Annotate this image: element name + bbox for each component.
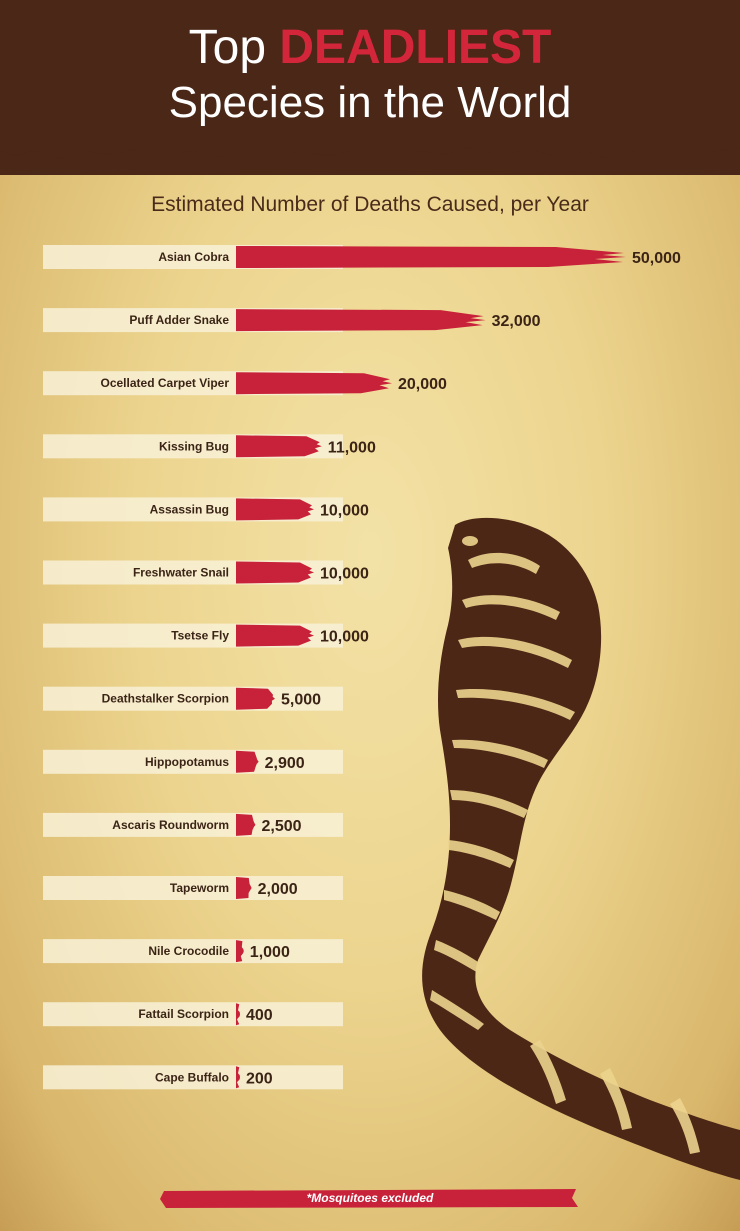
category-label: Tapeworm	[170, 881, 229, 895]
category-label: Nile Crocodile	[148, 944, 229, 958]
category-label-bg	[43, 749, 343, 774]
bar	[236, 435, 322, 458]
category-label-bg	[43, 1002, 343, 1027]
category-label-bg	[43, 1065, 343, 1090]
value-label: 50,000	[632, 250, 681, 267]
bar	[236, 309, 486, 332]
value-label: 10,000	[320, 502, 369, 519]
bar	[236, 246, 626, 268]
bar	[236, 750, 259, 773]
value-label: 2,500	[262, 818, 302, 835]
category-label: Freshwater Snail	[133, 566, 229, 580]
category-label: Hippopotamus	[145, 755, 229, 769]
category-label: Kissing Bug	[159, 439, 229, 453]
value-label: 2,900	[265, 755, 305, 772]
torn-paper-edge	[0, 125, 740, 159]
category-label-bg	[43, 939, 343, 964]
category-label: Cape Buffalo	[155, 1070, 229, 1084]
value-label: 20,000	[398, 376, 447, 393]
category-label: Assassin Bug	[150, 502, 229, 516]
value-label: 5,000	[281, 692, 321, 709]
bar	[236, 498, 314, 521]
value-label: 32,000	[492, 313, 541, 330]
value-label: 200	[246, 1070, 273, 1087]
title-line-1: Top DEADLIEST	[0, 20, 740, 76]
bar	[236, 1003, 240, 1026]
title-highlight: DEADLIEST	[279, 21, 552, 74]
category-label: Ocellated Carpet Viper	[101, 376, 230, 390]
bar	[236, 940, 244, 963]
bar	[236, 877, 252, 899]
category-label: Ascaris Roundworm	[112, 818, 229, 832]
footnote: *Mosquitoes excluded	[306, 1191, 434, 1205]
bar	[236, 624, 314, 647]
value-label: 10,000	[320, 629, 369, 646]
bar	[236, 687, 275, 710]
chart-subtitle: Estimated Number of Deaths Caused, per Y…	[151, 193, 589, 216]
footnote-band	[160, 1189, 578, 1208]
title-line-2: Species in the World	[168, 78, 572, 127]
category-label-bg	[43, 686, 343, 711]
bar	[236, 813, 256, 836]
category-label: Deathstalker Scorpion	[102, 692, 229, 706]
category-label-bg	[43, 876, 343, 900]
value-label: 1,000	[250, 944, 290, 961]
bar	[236, 1066, 240, 1089]
bar	[236, 372, 392, 395]
value-label: 10,000	[320, 566, 369, 583]
category-label: Puff Adder Snake	[129, 313, 229, 327]
category-label-bg	[43, 812, 343, 837]
value-label: 2,000	[258, 881, 298, 898]
category-label: Asian Cobra	[158, 250, 229, 264]
value-label: 11,000	[328, 439, 376, 456]
title-prefix: Top	[188, 21, 267, 74]
value-label: 400	[246, 1007, 273, 1024]
category-label: Fattail Scorpion	[138, 1007, 229, 1021]
category-label: Tsetse Fly	[171, 629, 229, 643]
bar	[236, 561, 314, 584]
